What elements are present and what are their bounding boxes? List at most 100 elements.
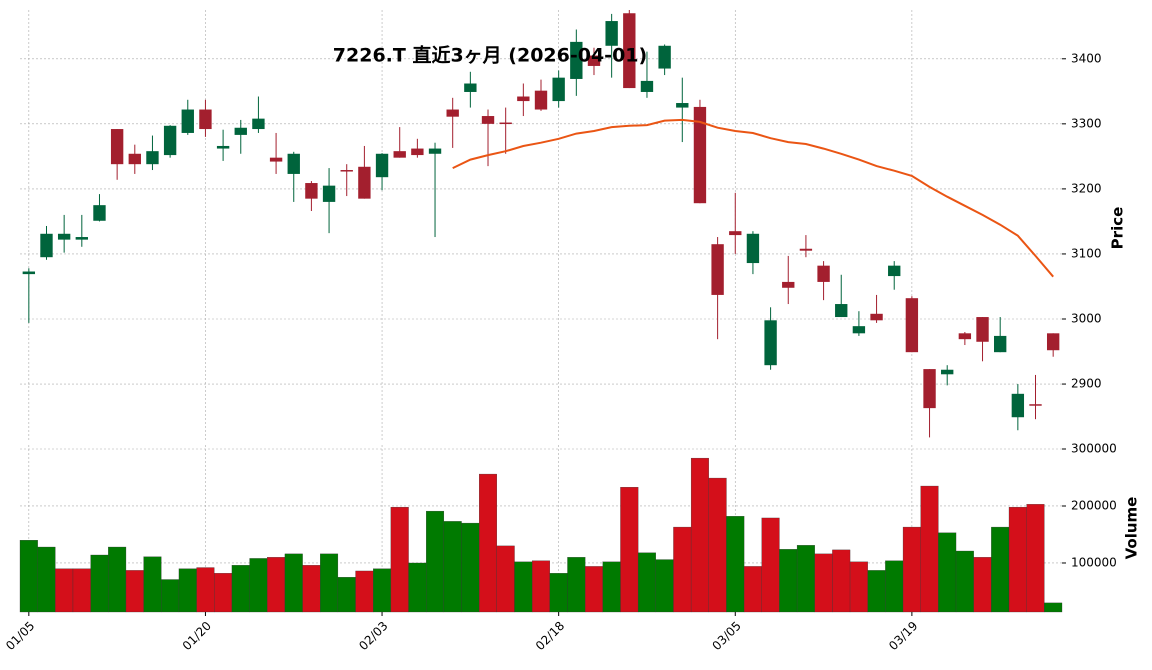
candle-body [340, 170, 353, 172]
volume-bar [408, 562, 427, 613]
candle-body [22, 271, 36, 275]
candle-body [216, 145, 230, 149]
candle-body [393, 151, 406, 158]
volume-bar [673, 526, 692, 613]
candle-body [888, 265, 901, 277]
volume-bar [973, 557, 992, 613]
volume-bar [779, 549, 798, 613]
volume-bar [726, 516, 745, 613]
candle-body [799, 248, 813, 251]
price-axis-label: Price [1109, 207, 1127, 250]
x-tick-label: 01/20 [180, 619, 214, 653]
x-tick-label: 01/05 [3, 619, 37, 653]
volume-bar [284, 553, 303, 613]
candle-body [711, 244, 724, 295]
volume-bar [602, 561, 621, 613]
candle-body [817, 265, 830, 282]
volume-bar [496, 545, 515, 613]
volume-bar [743, 566, 762, 613]
volume-bar [567, 557, 586, 613]
candle-body [57, 233, 71, 240]
candle-body [287, 153, 300, 174]
volume-bar [1008, 506, 1027, 613]
candle-body [552, 77, 565, 102]
volume-bar [761, 517, 780, 613]
candle-body [676, 103, 689, 108]
candle-body [499, 122, 512, 125]
candle-body [1046, 333, 1060, 351]
volume-bar [373, 568, 392, 613]
x-tick-label: 03/05 [710, 619, 744, 653]
candle-body [587, 55, 601, 66]
volume-axis-label: Volume [1123, 497, 1141, 560]
candle-body [958, 333, 972, 340]
candle-body [605, 21, 618, 46]
volume-bar [938, 532, 957, 613]
candle-body [570, 41, 583, 79]
candle-body [375, 153, 389, 178]
volume-bar [426, 510, 445, 613]
volume-bar [461, 522, 480, 613]
volume-bar [585, 566, 603, 613]
candle-body [517, 96, 530, 102]
volume-bar [920, 485, 939, 613]
candle-body [623, 13, 636, 89]
candle-body [941, 369, 954, 375]
candle-body [269, 157, 283, 162]
volume-bar [832, 549, 851, 613]
volume-bar [143, 556, 162, 613]
volume-bar [108, 546, 127, 613]
volume-bar [885, 560, 904, 613]
volume-bar [196, 567, 215, 613]
volume-bar [161, 579, 180, 613]
volume-bar [355, 570, 374, 613]
candle-body [411, 148, 424, 156]
candle-body [358, 166, 371, 199]
candle-body [93, 205, 106, 221]
candle-body [428, 148, 442, 154]
candle-body [835, 304, 848, 318]
candle-body [764, 320, 777, 366]
volume-bar [991, 526, 1010, 613]
candle-body [746, 233, 760, 264]
volume-bar [849, 561, 868, 613]
x-tick-label: 02/03 [356, 619, 390, 653]
volume-bar [1044, 602, 1063, 613]
volume-bar [620, 487, 639, 613]
volume-bar [549, 573, 568, 613]
volume-bar [72, 568, 91, 613]
candle-body [923, 369, 936, 409]
candle-body [305, 183, 318, 199]
candle-body [729, 231, 742, 236]
candle-body [994, 335, 1007, 353]
candle-body [658, 45, 671, 69]
volume-bar [337, 577, 356, 613]
candle-body [75, 237, 88, 240]
x-tick-label: 02/18 [533, 619, 567, 653]
candle-body [870, 313, 883, 321]
volume-bar [55, 568, 74, 613]
volume-bar [443, 521, 462, 613]
volume-bar [267, 557, 286, 613]
y-tick-label: 2900 [1071, 377, 1102, 391]
y-tick-label: 3300 [1071, 116, 1102, 130]
y-tick-label: 3000 [1071, 312, 1102, 326]
y-tick-label: 3400 [1071, 51, 1102, 65]
volume-bar [390, 506, 409, 613]
volume-bar [867, 570, 886, 613]
y-tick-label: 200000 [1071, 498, 1117, 512]
volume-bar [37, 546, 56, 613]
candle-body [1011, 393, 1025, 418]
candle-body [852, 326, 866, 334]
candle-body [252, 118, 265, 130]
candle-body [110, 129, 124, 165]
candle-body [905, 298, 919, 353]
volume-bar [1026, 504, 1045, 613]
volume-bar [796, 545, 815, 613]
volume-bar [708, 477, 727, 613]
candle-body [640, 80, 654, 92]
volume-bar [320, 553, 339, 613]
volume-bar [814, 553, 833, 613]
volume-bar [902, 526, 921, 613]
